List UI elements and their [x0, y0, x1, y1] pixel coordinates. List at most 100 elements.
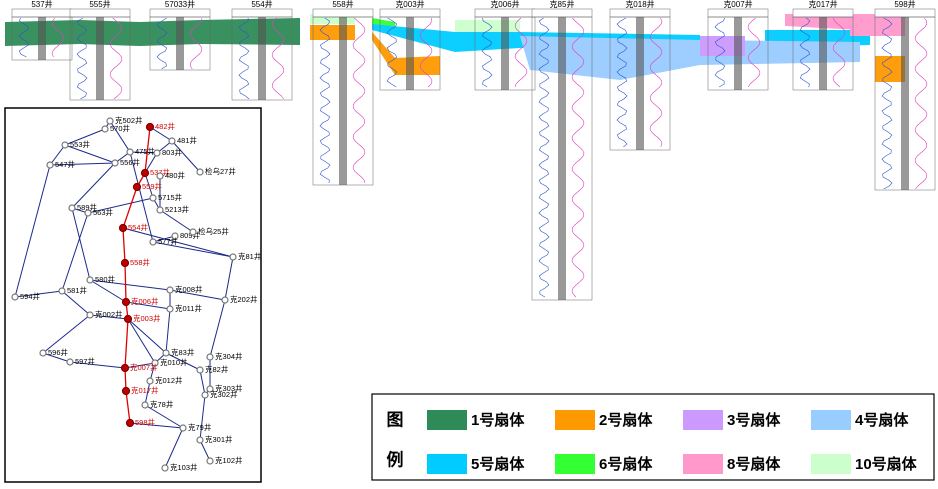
connection	[164, 427, 184, 469]
well-header	[149, 8, 211, 18]
connection	[129, 422, 184, 429]
well-header	[531, 8, 593, 18]
well-name: 598井	[894, 0, 915, 9]
lithology	[176, 17, 184, 70]
well-label: 481井	[177, 135, 198, 145]
lithology	[819, 17, 827, 90]
well-name: 克003井	[395, 0, 424, 9]
connection	[71, 162, 116, 209]
connection	[89, 279, 171, 291]
connection	[169, 289, 226, 301]
well-name: 克85井	[550, 0, 575, 9]
well-label: 570井	[110, 123, 131, 133]
log-curve	[914, 17, 928, 190]
well-label: 克302井	[210, 389, 238, 399]
fan-bands	[5, 14, 905, 82]
well-node	[145, 122, 155, 132]
well-label: 554井	[128, 222, 149, 232]
log-curve	[352, 17, 366, 184]
connection	[199, 439, 211, 462]
well-node	[179, 424, 187, 432]
band-10	[455, 20, 520, 32]
connection	[42, 314, 91, 354]
well-node	[120, 363, 130, 373]
well-label: 589井	[77, 202, 98, 212]
section-line	[124, 318, 129, 369]
section-line	[122, 186, 138, 229]
well-node	[196, 436, 204, 444]
section-line	[122, 227, 126, 264]
legend-frame	[371, 393, 935, 481]
well-header	[11, 8, 73, 18]
connection	[64, 144, 116, 164]
log-curve	[616, 17, 628, 148]
band-1	[5, 18, 300, 46]
well-header	[231, 8, 293, 18]
connection	[199, 369, 206, 396]
lithology	[501, 17, 509, 90]
well-label: 577井	[158, 236, 179, 246]
well-node	[201, 391, 209, 399]
legend-label: 1号扇体	[471, 411, 525, 429]
log-curve	[238, 17, 250, 100]
well-name: 克018井	[625, 0, 654, 9]
lithology	[406, 17, 414, 90]
well-label: 537井	[150, 167, 171, 177]
log-curve	[714, 17, 726, 88]
log-curve	[386, 17, 398, 88]
well-node	[166, 286, 174, 294]
well-label: 克78井	[150, 399, 174, 409]
well-header	[69, 8, 131, 18]
well-label: 克79井	[188, 422, 212, 432]
well-node	[132, 182, 142, 192]
legend-label: 3号扇体	[727, 411, 781, 429]
section-line	[125, 390, 131, 424]
well-name: 克017井	[808, 0, 837, 9]
well-node	[120, 258, 130, 268]
log-curve	[649, 17, 663, 148]
well-label: 克006井	[131, 296, 159, 306]
well-label: 克202井	[230, 294, 258, 304]
lithology	[734, 17, 742, 90]
well-label: 596井	[48, 347, 69, 357]
well-node	[86, 276, 94, 284]
well-label: 482井	[155, 121, 176, 131]
well-node	[149, 194, 157, 202]
well-node	[118, 223, 128, 233]
legend-title: 例	[387, 449, 404, 469]
log-curve	[571, 17, 585, 298]
well-name: 537井	[31, 0, 52, 9]
log-curve	[832, 17, 846, 88]
well-node	[146, 377, 154, 385]
well-node	[126, 148, 134, 156]
connection	[71, 207, 91, 281]
log-curve	[538, 17, 550, 298]
well-label: 553井	[70, 139, 91, 149]
well-label: 克103井	[170, 462, 198, 472]
well-label: 克007井	[130, 362, 158, 372]
well-node	[151, 359, 159, 367]
lithology	[636, 17, 644, 150]
well-label: 563井	[93, 207, 114, 217]
band-2	[372, 32, 440, 75]
connection	[69, 361, 126, 369]
connection	[61, 212, 89, 292]
well-label: 580井	[95, 274, 116, 284]
connection	[89, 314, 129, 320]
log-curve	[881, 17, 893, 190]
legend-swatch	[427, 454, 467, 474]
legend-swatch	[811, 410, 851, 430]
band-4	[520, 36, 860, 80]
well-node	[149, 238, 157, 246]
legend-swatch	[683, 410, 723, 430]
well-node	[101, 125, 109, 133]
well-label: 556井	[120, 157, 141, 167]
log-curve	[76, 17, 88, 100]
well-node	[171, 232, 179, 240]
lithology	[258, 17, 266, 100]
well-node	[121, 386, 131, 396]
well-label: 581井	[67, 285, 88, 295]
log-curve	[514, 17, 528, 88]
well-name: 558井	[332, 0, 353, 9]
